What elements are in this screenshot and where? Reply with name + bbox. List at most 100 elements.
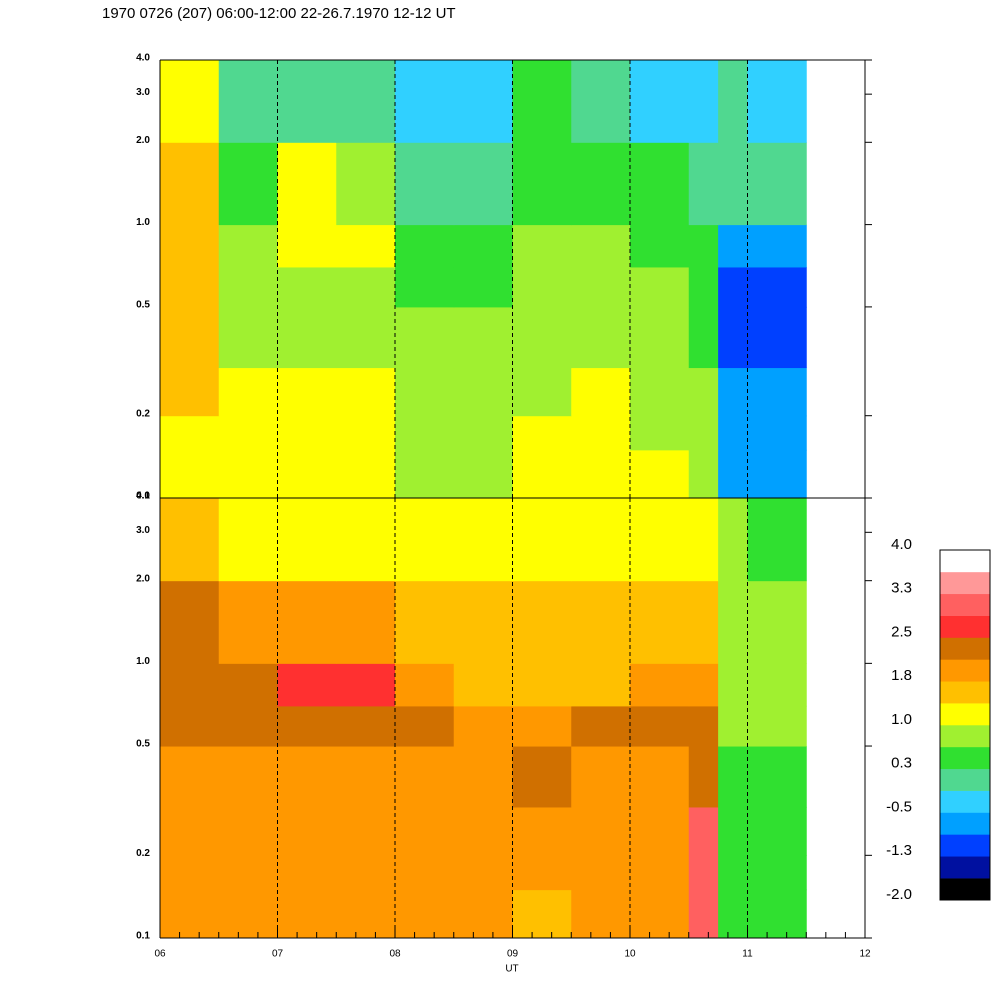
heatmap-cell [453,663,513,707]
heatmap-cell [336,306,396,369]
heatmap-cell [718,449,748,499]
heatmap-cell [688,889,719,939]
heatmap-cell [718,306,748,369]
heatmap-cell [688,580,719,664]
heatmap-cell [453,415,513,451]
heatmap-cell [395,663,455,707]
y-tick-label: 0.1 [136,491,150,502]
heatmap-cell [218,367,278,417]
heatmap-cell [630,415,690,451]
colorbar-swatch [940,790,990,813]
heatmap-cell [747,449,807,499]
heatmap-cell [718,367,748,417]
heatmap-cell [277,415,337,451]
heatmap-cell [688,705,719,747]
heatmap-cell [688,266,719,308]
heatmap-cell [277,663,337,707]
heatmap-cell [630,705,690,747]
heatmap-cell [336,705,396,747]
colorbar-label: 3.3 [891,580,912,597]
heatmap-cell [395,449,455,499]
heatmap-cell [571,142,631,226]
heatmap-cell [453,142,513,226]
heatmap-cell [218,415,278,451]
heatmap-cell [630,855,690,891]
y-tick-label: 0.5 [136,300,150,311]
heatmap-cell [630,266,690,308]
heatmap-cell [718,705,748,747]
y-tick-label: 4.0 [136,53,150,64]
heatmap-cell [160,498,220,582]
heatmap-cell [718,415,748,451]
y-tick-label: 1.0 [136,656,150,667]
heatmap-cell [688,224,719,268]
heatmap-cell [747,60,807,143]
colorbar-swatch [940,637,990,660]
heatmap-cell [512,142,572,226]
heatmap-cell [218,855,278,891]
heatmap-cell [630,60,690,143]
heatmap-cell [395,498,455,582]
heatmap-cell [160,705,220,747]
heatmap-cell [571,306,631,369]
heatmap-cell [160,60,220,143]
heatmap-cell [453,367,513,417]
x-tick-label: 07 [272,949,284,960]
heatmap-cell [336,224,396,268]
heatmap-cell [718,142,748,226]
heatmap-cell [277,142,337,226]
heatmap-cell [630,449,690,499]
colorbar-label: 1.8 [891,667,912,684]
heatmap-cell [688,746,719,808]
colorbar-swatch [940,659,990,682]
heatmap-cell [160,142,220,226]
heatmap-cell [218,580,278,664]
heatmap-cell [395,806,455,856]
heatmap-cell [688,806,719,856]
heatmap-cell [277,449,337,499]
x-tick-label: 09 [507,949,519,960]
heatmap-cell [160,663,220,707]
heatmap-cell [512,580,572,664]
heatmap-cell [688,142,719,226]
colorbar-label: 4.0 [891,536,912,553]
heatmap-cell [453,60,513,143]
chart-title: 1970 0726 (207) 06:00-12:00 22-26.7.1970… [102,5,456,22]
heatmap-cell [512,498,572,582]
heatmap-cell [395,415,455,451]
heatmap-cell [571,60,631,143]
heatmap-cell [453,889,513,939]
heatmap-cell [395,224,455,268]
heatmap-cell [336,60,396,143]
heatmap-cell [630,367,690,417]
heatmap-cell [630,498,690,582]
heatmap-cell [688,415,719,451]
heatmap-cell [395,60,455,143]
heatmap-cell [218,806,278,856]
heatmap-cell [512,60,572,143]
heatmap-cell [277,705,337,747]
heatmap-cell [630,663,690,707]
x-tick-label: 10 [624,949,636,960]
y-tick-label: 0.1 [136,931,150,942]
heatmap-cell [512,746,572,808]
heatmap-cell [718,60,748,143]
heatmap-cell [218,224,278,268]
heatmap-cell [395,705,455,747]
colorbar-swatch [940,746,990,770]
heatmap-cell [277,266,337,308]
colorbar-label: -2.0 [886,886,912,903]
heatmap-cell [160,367,220,417]
heatmap-cell [688,663,719,707]
heatmap-cell [453,580,513,664]
heatmap-cell [718,498,748,582]
colorbar-swatch [940,550,990,573]
heatmap-cell [218,449,278,499]
heatmap-cell [336,266,396,308]
heatmap-cell [512,663,572,707]
heatmap-cell [571,224,631,268]
y-tick-label: 0.2 [136,408,150,419]
heatmap-cell [336,889,396,939]
heatmap-cell [718,224,748,268]
x-tick-label: 12 [859,949,871,960]
